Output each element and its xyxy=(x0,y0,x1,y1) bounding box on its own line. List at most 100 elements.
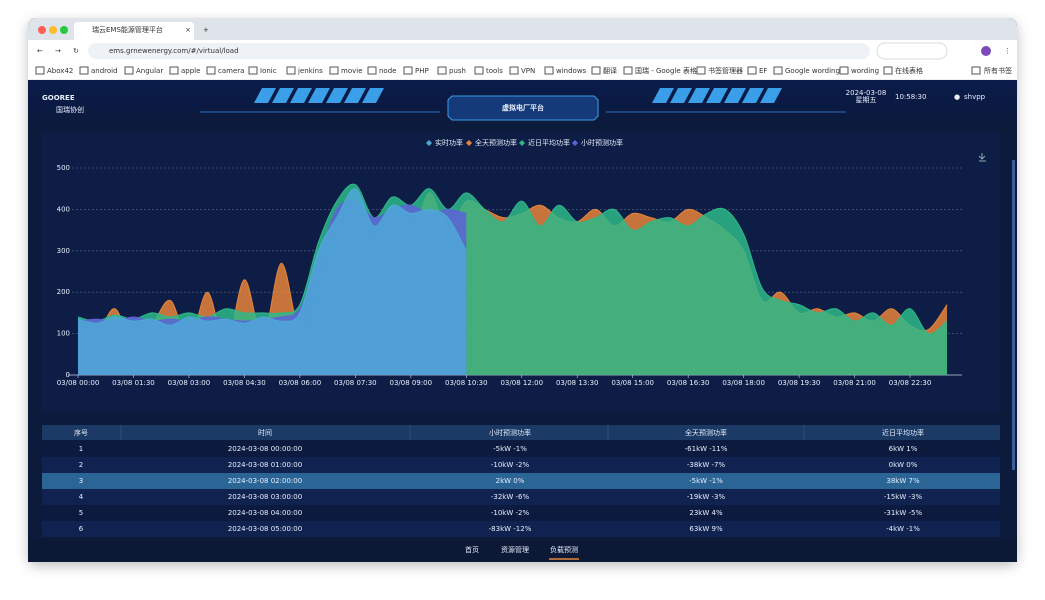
bookmark[interactable]: 翻译 xyxy=(603,66,617,75)
close[interactable] xyxy=(38,26,46,34)
cell: 2kW 0% xyxy=(496,477,525,485)
area-fill xyxy=(78,188,467,375)
cell: 0kW 0% xyxy=(889,461,918,469)
nav-item[interactable]: 负载预测 xyxy=(550,545,578,554)
cell: 38kW 7% xyxy=(886,477,920,485)
new-tab[interactable]: + xyxy=(203,26,209,34)
folder-icon xyxy=(124,66,134,75)
cell: -5kW -1% xyxy=(689,477,723,485)
table-row[interactable] xyxy=(42,441,1000,457)
address-bar[interactable] xyxy=(88,43,870,59)
bottom-nav: 首页 资源管理 负载预测 xyxy=(28,538,1017,562)
table-row[interactable] xyxy=(42,473,1000,489)
series-line xyxy=(77,183,948,335)
all-bookmarks[interactable]: 所有书签 xyxy=(984,66,1012,75)
cell: -10kW -2% xyxy=(491,509,530,517)
series-line xyxy=(77,188,467,326)
bookmark[interactable]: camera xyxy=(218,67,244,75)
legend-label[interactable]: 实时功率 xyxy=(435,138,463,147)
bookmark[interactable]: Abox42 xyxy=(47,67,73,75)
tab-close[interactable]: × xyxy=(185,26,191,34)
bookmark[interactable]: tools xyxy=(486,67,503,75)
bookmark[interactable]: 在线表格 xyxy=(895,66,923,75)
forward[interactable]: → xyxy=(55,47,61,55)
bookmark[interactable]: node xyxy=(379,67,396,75)
bookmark[interactable]: push xyxy=(449,67,466,75)
bookmark[interactable]: apple xyxy=(181,67,200,75)
reload[interactable]: ↻ xyxy=(73,47,79,55)
folder-icon xyxy=(696,66,706,75)
bookmark[interactable]: windows xyxy=(556,67,587,75)
bookmark[interactable]: Angular xyxy=(136,67,163,75)
nav-item[interactable]: 资源管理 xyxy=(501,545,529,554)
bookmark[interactable]: 国瑞 - Google 表格 xyxy=(635,66,697,75)
back[interactable]: ← xyxy=(37,47,43,55)
bookmark[interactable]: 书签管理器 xyxy=(708,66,743,75)
legend-icon[interactable] xyxy=(426,140,432,146)
zoom[interactable] xyxy=(60,26,68,34)
download-icon[interactable] xyxy=(978,153,986,162)
bookmark[interactable]: movie xyxy=(341,67,363,75)
x-tick-label: 03/08 19:30 xyxy=(778,379,821,387)
x-tick-label: 03/08 01:30 xyxy=(112,379,155,387)
folder-icon xyxy=(839,66,849,75)
folder-icon xyxy=(544,66,554,75)
folder-icon xyxy=(474,66,484,75)
menu[interactable]: ⋮ xyxy=(1004,47,1011,55)
bookmark[interactable]: jenkins xyxy=(297,67,323,75)
column-header: 小时预测功率 xyxy=(489,428,531,437)
x-tick-label: 03/08 09:00 xyxy=(390,379,433,387)
minimize[interactable] xyxy=(49,26,57,34)
y-tick-label: 400 xyxy=(57,205,70,213)
x-tick-label: 03/08 21:00 xyxy=(833,379,876,387)
cell: -10kW -2% xyxy=(491,461,530,469)
x-tick-label: 03/08 03:00 xyxy=(168,379,211,387)
tab[interactable] xyxy=(74,22,194,40)
bookmark[interactable]: wording xyxy=(851,67,879,75)
bookmark[interactable]: android xyxy=(91,67,118,75)
folder-icon xyxy=(509,66,519,75)
folder-icon xyxy=(883,66,893,75)
chart: 0 100 200 300 400 500 03/08 00:00 03/08 01:30 03… xyxy=(57,138,962,387)
bookmark[interactable]: Google wording xyxy=(785,67,840,75)
y-tick-label: 300 xyxy=(57,247,70,255)
table-row[interactable] xyxy=(42,505,1000,521)
folder-icon xyxy=(35,66,45,75)
bookmark[interactable]: EF xyxy=(759,67,767,75)
column-header: 近日平均功率 xyxy=(882,428,924,437)
folder-icon xyxy=(206,66,216,75)
table-row[interactable] xyxy=(42,457,1000,473)
x-tick-label: 03/08 04:30 xyxy=(223,379,266,387)
bookmark[interactable]: VPN xyxy=(521,67,535,75)
user[interactable]: shvpp xyxy=(964,93,986,101)
cell: 2024-03-08 00:00:00 xyxy=(228,445,302,453)
legend-icon[interactable] xyxy=(572,140,578,146)
folder-icon xyxy=(286,66,296,75)
legend-icon[interactable] xyxy=(466,140,472,146)
legend-icon[interactable] xyxy=(519,140,525,146)
y-tick-label: 500 xyxy=(57,164,70,172)
y-tick-label: 100 xyxy=(57,330,70,338)
cell: 2024-03-08 04:00:00 xyxy=(228,509,302,517)
folder-icon xyxy=(437,66,447,75)
extensions[interactable] xyxy=(876,42,948,60)
legend-label[interactable]: 近日平均功率 xyxy=(528,138,570,147)
scrollbar[interactable] xyxy=(1012,160,1015,470)
x-tick-label: 03/08 00:00 xyxy=(57,379,100,387)
legend-label[interactable]: 小时预测功率 xyxy=(581,138,623,147)
bookmark[interactable]: PHP xyxy=(415,67,429,75)
table-row[interactable] xyxy=(42,489,1000,505)
x-tick-label: 03/08 07:30 xyxy=(334,379,377,387)
logo-sub: 国瑞协创 xyxy=(56,105,84,114)
series-line xyxy=(77,199,467,322)
bookmark[interactable]: Ionic xyxy=(260,67,277,75)
nav-item[interactable]: 首页 xyxy=(465,545,479,554)
cell: 2024-03-08 03:00:00 xyxy=(228,493,302,501)
legend-label[interactable]: 全天预测功率 xyxy=(475,138,517,147)
profile[interactable] xyxy=(981,46,991,56)
cell: 2024-03-08 01:00:00 xyxy=(228,461,302,469)
folder-icon xyxy=(971,66,981,75)
logo: GOOREE xyxy=(42,94,75,102)
table-row[interactable] xyxy=(42,521,1000,537)
